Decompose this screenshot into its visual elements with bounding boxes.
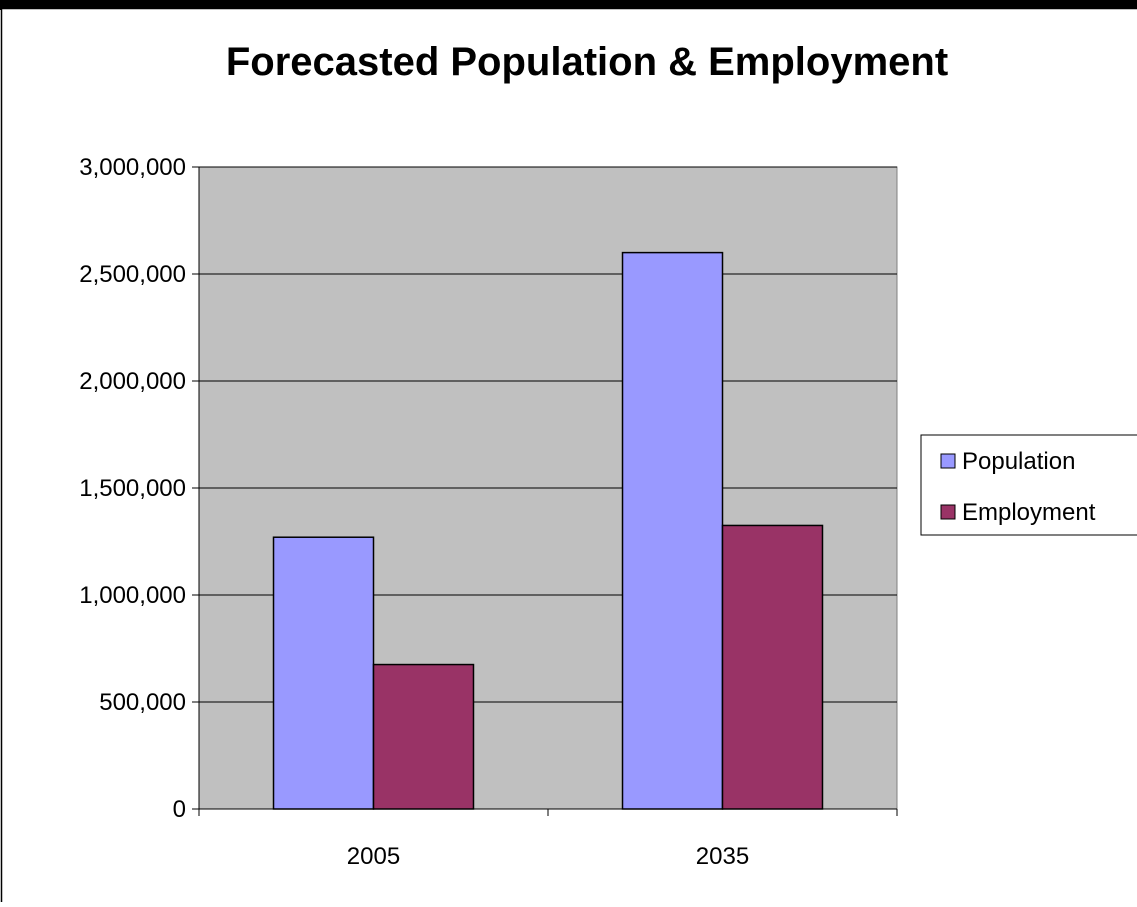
- legend-label-population: Population: [962, 448, 1075, 475]
- legend: Population Employment: [921, 435, 1137, 535]
- y-tick-label: 3,000,000: [79, 154, 186, 181]
- bar-employment-2005: [374, 665, 474, 809]
- chart-title: Forecasted Population & Employment: [226, 40, 948, 84]
- y-tick-label: 1,500,000: [79, 475, 186, 502]
- legend-swatch-employment: [941, 505, 955, 519]
- y-tick-label: 500,000: [99, 689, 186, 716]
- bar-population-2035: [623, 253, 723, 809]
- y-tick-label: 2,500,000: [79, 261, 186, 288]
- x-tick-label: 2035: [696, 843, 749, 870]
- legend-swatch-population: [941, 454, 955, 468]
- x-tick-label: 2005: [347, 843, 400, 870]
- legend-label-employment: Employment: [962, 499, 1096, 526]
- bar-employment-2035: [723, 525, 823, 809]
- y-tick-label: 0: [173, 796, 186, 823]
- y-tick-label: 2,000,000: [79, 368, 186, 395]
- bar-population-2005: [274, 537, 374, 809]
- y-tick-label: 1,000,000: [79, 582, 186, 609]
